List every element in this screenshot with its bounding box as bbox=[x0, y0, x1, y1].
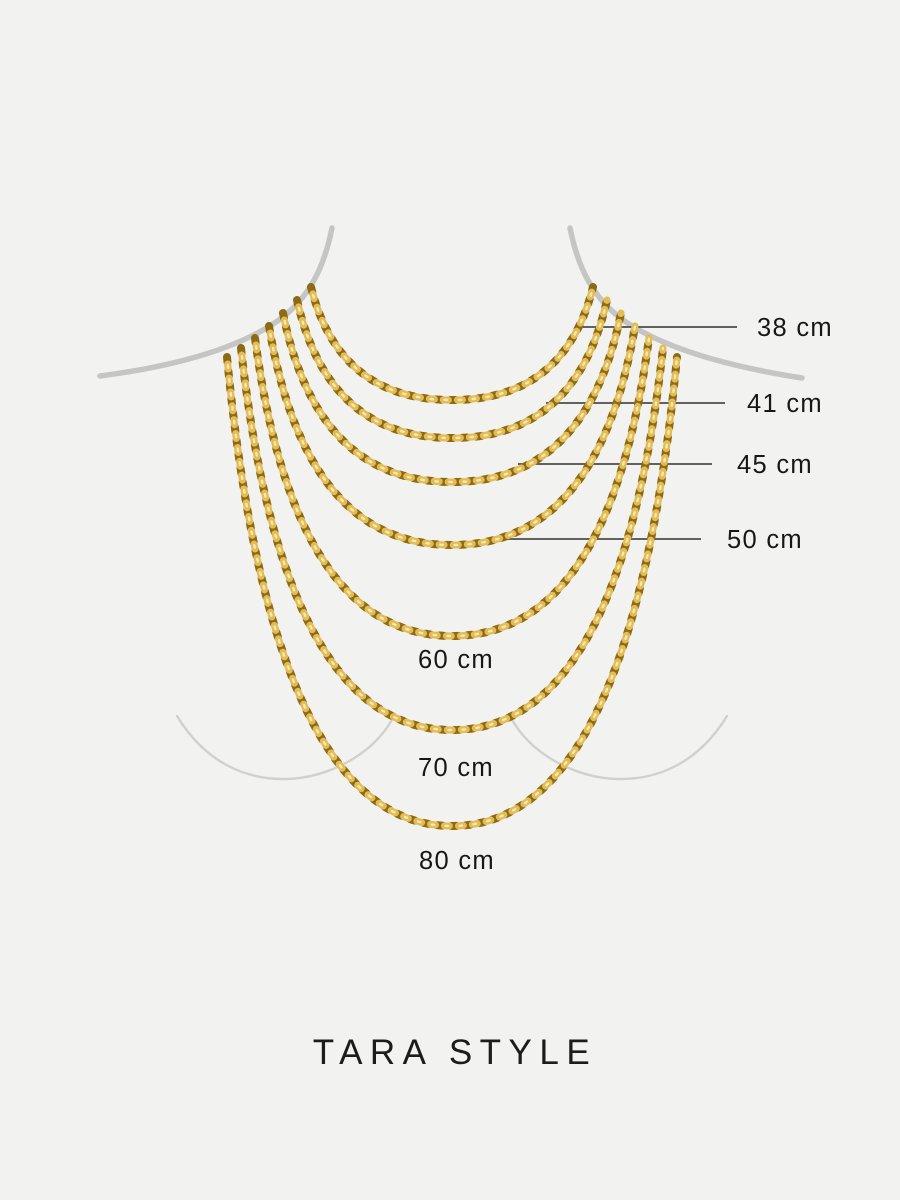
neck-shoulder-right bbox=[567, 225, 805, 381]
chain-38cm bbox=[307, 283, 597, 405]
neck-shoulder-left bbox=[97, 225, 335, 379]
neck-silhouette bbox=[97, 225, 805, 381]
brand-title: TARA STYLE bbox=[313, 1033, 597, 1072]
size-label-60cm: 60 cm bbox=[418, 646, 494, 674]
size-label-38cm: 38 cm bbox=[757, 314, 833, 342]
size-label-41cm: 41 cm bbox=[747, 390, 823, 418]
size-label-70cm: 70 cm bbox=[418, 754, 494, 782]
chain-80cm bbox=[223, 353, 681, 831]
size-label-80cm: 80 cm bbox=[419, 847, 495, 875]
chain-45cm bbox=[279, 309, 625, 487]
chain-41cm-layer-3 bbox=[295, 298, 609, 440]
bust-curves bbox=[175, 712, 729, 781]
chain-41cm bbox=[293, 296, 611, 443]
size-label-45cm: 45 cm bbox=[737, 451, 813, 479]
chain-60cm-layer-3 bbox=[253, 336, 651, 638]
size-labels: 38 cm 41 cm 45 cm 50 cm 60 cm 70 cm 80 cm bbox=[418, 314, 833, 875]
bust-curve-right bbox=[507, 712, 729, 781]
chain-80cm-layer-3 bbox=[225, 355, 679, 828]
chain-70cm bbox=[237, 344, 667, 735]
size-label-50cm: 50 cm bbox=[727, 526, 803, 554]
chain-50cm bbox=[265, 322, 639, 550]
bust-curve-left bbox=[175, 712, 397, 781]
chain-60cm bbox=[251, 334, 653, 641]
chains bbox=[223, 283, 681, 831]
chain-50cm-layer-3 bbox=[267, 324, 637, 547]
chain-70cm-layer-3 bbox=[239, 346, 665, 732]
chain-45cm-layer-3 bbox=[281, 311, 623, 484]
chain-38cm-layer-3 bbox=[309, 285, 595, 402]
